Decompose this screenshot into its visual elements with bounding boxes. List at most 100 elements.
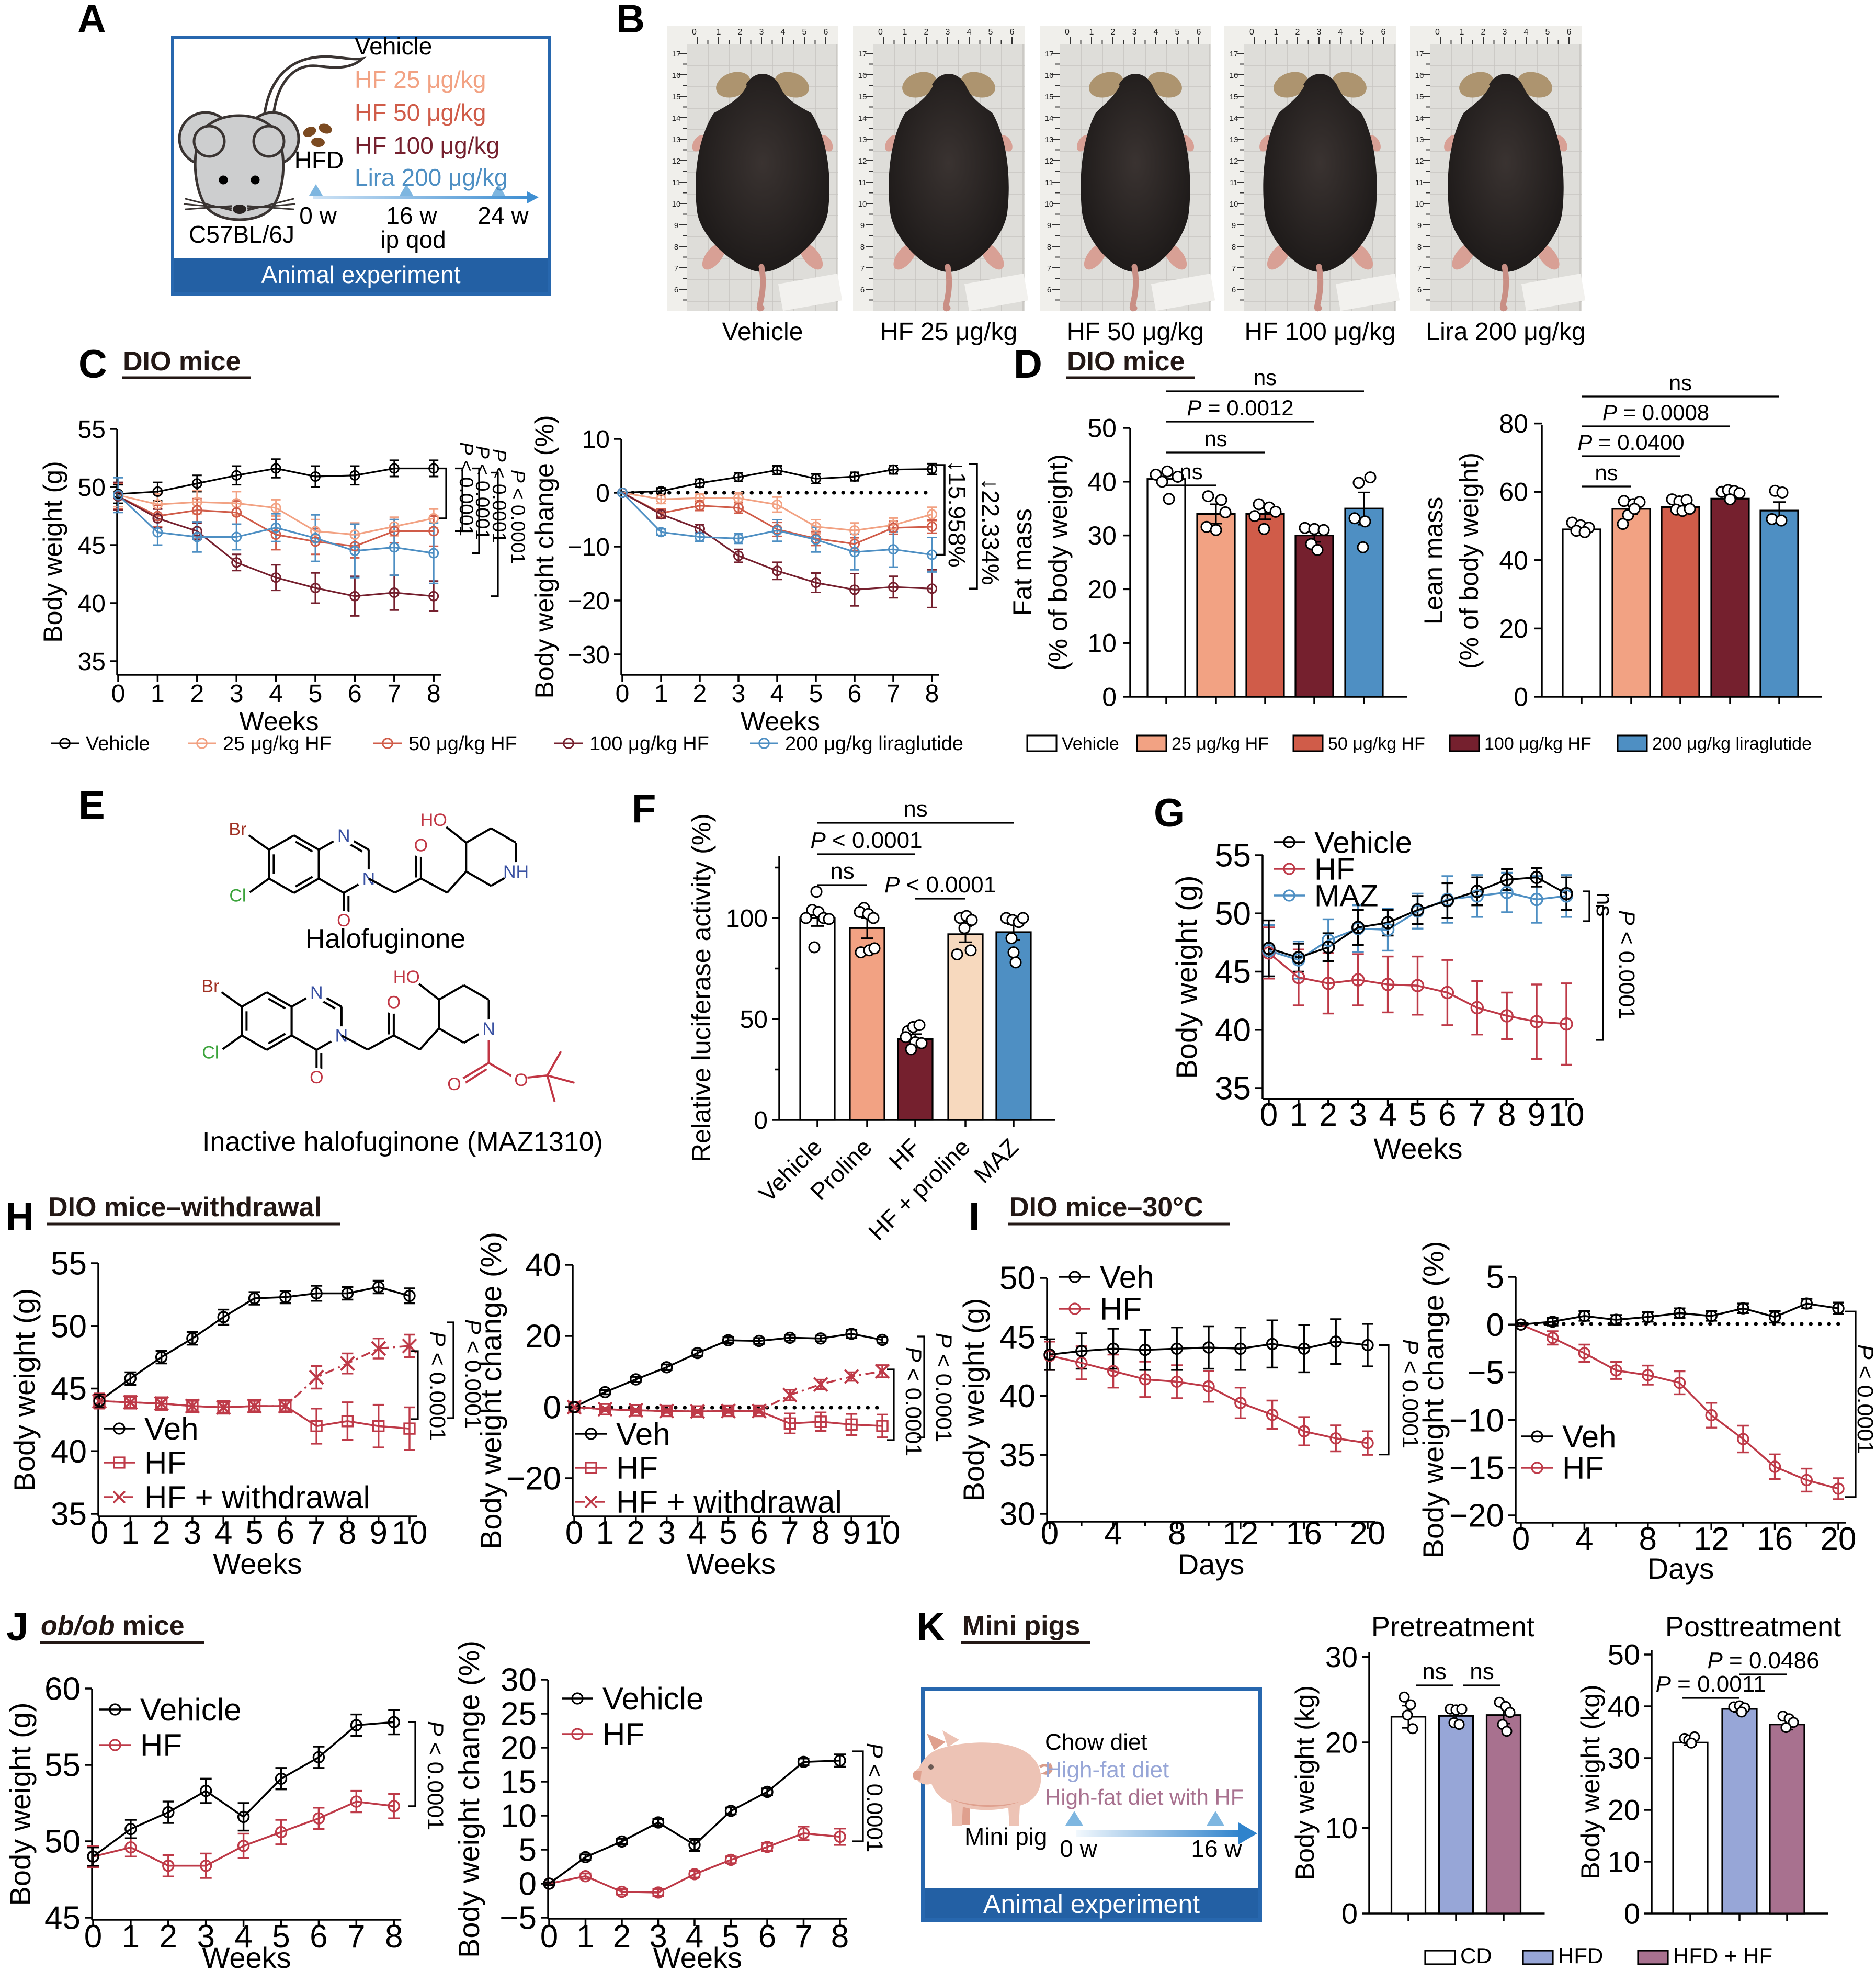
svg-text:ob/ob mice: ob/ob mice [41,1611,185,1641]
svg-text:8: 8 [1047,243,1051,252]
svg-text:0: 0 [1260,1097,1278,1133]
svg-text:G: G [1154,791,1185,835]
svg-text:0: 0 [1341,1897,1358,1930]
svg-text:7: 7 [387,680,401,708]
svg-text:4: 4 [688,1515,706,1551]
svg-text:1: 1 [1460,28,1464,37]
svg-text:2: 2 [1295,28,1300,37]
svg-text:2: 2 [693,680,707,708]
svg-text:6: 6 [1381,28,1386,37]
svg-text:17: 17 [1415,50,1424,59]
svg-text:ip qod: ip qod [380,226,446,253]
svg-text:6: 6 [860,286,865,294]
svg-text:24 w: 24 w [477,202,529,229]
svg-text:35: 35 [51,1497,87,1533]
svg-text:−20: −20 [506,1461,561,1497]
svg-text:3: 3 [657,1515,675,1551]
svg-text:16 w: 16 w [1191,1835,1242,1862]
svg-text:5: 5 [722,1919,740,1955]
svg-text:10: 10 [392,1515,428,1551]
svg-text:4: 4 [686,1919,703,1955]
svg-text:3: 3 [732,680,746,708]
svg-text:Body weight (g): Body weight (g) [4,1702,37,1906]
svg-text:P = 0.0012: P = 0.0012 [1187,395,1293,420]
svg-text:1: 1 [1274,28,1279,37]
svg-text:−20: −20 [567,587,610,615]
svg-text:Veh: Veh [616,1417,670,1452]
svg-text:DIO mice–withdrawal: DIO mice–withdrawal [48,1192,322,1222]
svg-text:20: 20 [1087,575,1117,604]
svg-text:6: 6 [1010,28,1015,37]
svg-text:Vehicle: Vehicle [355,32,432,60]
svg-text:5: 5 [802,28,807,37]
svg-text:4: 4 [1338,28,1343,37]
svg-text:4: 4 [1379,1097,1396,1133]
svg-text:10: 10 [865,1515,901,1551]
svg-text:1: 1 [654,680,668,708]
svg-text:0: 0 [90,1515,108,1551]
svg-text:40: 40 [1499,546,1528,575]
svg-text:HF: HF [1314,852,1355,886]
svg-text:0 w: 0 w [1060,1835,1097,1862]
svg-text:ns: ns [1470,1659,1494,1684]
svg-text:ns: ns [830,858,854,884]
svg-text:0: 0 [84,1919,102,1955]
svg-text:7: 7 [308,1515,325,1551]
svg-text:HFD + HF: HFD + HF [1673,1943,1772,1968]
svg-text:ns: ns [1254,365,1277,390]
svg-text:200 μg/kg liraglutide: 200 μg/kg liraglutide [1652,734,1812,754]
svg-text:100 μg/kg HF: 100 μg/kg HF [589,733,709,755]
svg-text:17: 17 [672,50,681,59]
svg-text:MAZ: MAZ [1314,879,1378,913]
svg-text:3: 3 [1132,28,1137,37]
svg-text:E: E [78,783,105,828]
svg-text:CD: CD [1460,1943,1492,1968]
svg-text:C: C [78,342,107,387]
svg-text:Br: Br [201,977,219,996]
svg-text:O: O [310,1068,323,1088]
svg-text:Lira 200 μg/kg: Lira 200 μg/kg [355,164,507,191]
svg-text:14: 14 [672,114,681,123]
svg-text:17: 17 [1045,50,1054,59]
svg-text:13: 13 [672,135,681,144]
svg-text:P < 0.0001: P < 0.0001 [1614,910,1639,1020]
svg-text:20: 20 [1350,1515,1386,1551]
svg-text:7: 7 [781,1515,799,1551]
svg-text:ns: ns [1179,459,1202,484]
svg-text:1: 1 [717,28,721,37]
svg-text:HFD: HFD [1558,1943,1603,1968]
svg-text:ns: ns [1595,460,1618,485]
svg-text:7: 7 [674,264,678,273]
svg-text:P = 0.0400: P = 0.0400 [1577,430,1684,455]
svg-text:Vehicle: Vehicle [1314,825,1412,859]
svg-text:8: 8 [831,1919,849,1955]
svg-text:Vehicle: Vehicle [140,1692,241,1727]
svg-text:O: O [337,911,350,931]
svg-text:Cl: Cl [229,886,246,906]
svg-text:Weeks: Weeks [213,1547,302,1580]
svg-text:0: 0 [1102,683,1117,712]
svg-text:6: 6 [1438,1097,1456,1133]
svg-text:Weeks: Weeks [653,1941,742,1971]
svg-text:8: 8 [812,1515,829,1551]
svg-text:2: 2 [1111,28,1116,37]
svg-text:7: 7 [1232,264,1236,273]
svg-text:50 μg/kg HF: 50 μg/kg HF [1328,734,1425,754]
svg-text:Lean mass: Lean mass [1419,497,1448,625]
svg-text:12: 12 [1693,1521,1730,1557]
svg-text:HF 100 μg/kg: HF 100 μg/kg [1244,318,1395,346]
svg-text:ns: ns [903,796,927,822]
svg-text:0: 0 [1512,1521,1530,1557]
svg-text:5: 5 [719,1515,737,1551]
svg-text:5: 5 [1175,28,1180,37]
svg-text:4: 4 [1104,1515,1122,1551]
svg-text:45: 45 [1215,954,1251,990]
svg-text:11: 11 [858,178,867,187]
svg-text:12: 12 [858,157,867,166]
svg-text:5: 5 [519,1832,537,1868]
svg-text:20: 20 [1821,1521,1857,1557]
svg-text:3: 3 [197,1919,214,1955]
svg-text:5: 5 [245,1515,263,1551]
svg-text:−20: −20 [1449,1498,1504,1534]
svg-text:8: 8 [674,243,678,252]
